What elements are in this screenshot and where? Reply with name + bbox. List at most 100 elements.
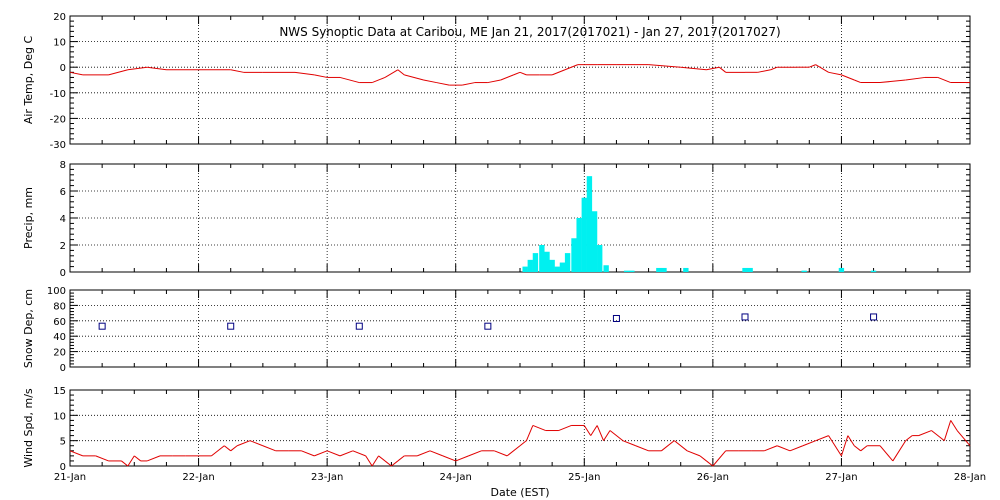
x-tick-label: 24-Jan [440,472,472,483]
snow-depth-point [484,322,492,330]
y-axis-title: Air Temp, Deg C [22,36,35,125]
line-segment [378,455,386,462]
y-tick-label: 40 [53,332,66,343]
panel-1: -30 -20 -10 0 10 20 Air Temp, Deg C [22,12,971,151]
precip-bar [656,267,662,272]
x-tick-label: 22-Jan [182,472,214,483]
y-axis-title: Snow Dep, cm [22,289,35,368]
line-segment [108,69,128,76]
precip-bar [801,270,807,272]
line-segment [294,71,315,76]
line-segment [339,76,360,84]
precip-bar [591,211,598,272]
line-segment [211,445,225,457]
line-segment [905,76,926,81]
y-tick-label: 20 [53,348,66,359]
line-segment [802,440,816,447]
line-segment [442,455,456,462]
precip-bar [597,245,603,272]
line-segment [455,455,469,462]
snow-depth-point [98,322,106,330]
snow-depth-point [741,313,749,321]
line-segment [564,64,579,71]
line-segment [840,435,849,457]
line-segment [147,66,167,71]
line-segment [462,82,476,86]
line-segment [416,450,431,457]
line-segment [918,430,932,437]
line-segment [551,69,566,76]
precip-bar [629,270,635,272]
line-segment [429,450,444,457]
precip-bar [586,176,593,272]
line-segment [815,64,829,73]
x-axis-title: Date (EST) [490,486,549,499]
precip-bar [624,270,630,272]
y-tick-label: 4 [60,214,66,225]
precip-bar [838,267,845,272]
line-segment [384,460,392,467]
line-segment [423,79,437,84]
precip-bar [683,267,689,272]
line-segment [339,450,354,457]
line-segment [943,420,952,441]
line-segment [519,440,527,447]
precip-bar [559,262,566,272]
panels-group: -30 -20 -10 0 10 20 Air Temp, Deg C 0 2 4 6 8 Precip… [22,12,971,473]
y-tick-label: 80 [53,301,66,312]
line-segment [854,79,861,84]
line-segment [706,66,720,71]
line-segment [121,460,129,467]
y-tick-label: 2 [60,241,66,252]
line-segment [494,450,508,457]
line-segment [133,455,142,462]
y-tick-label: 5 [60,437,66,448]
snow-depth-point [870,313,878,321]
precip-bar [581,197,587,272]
chart-title: NWS Synoptic Data at Caribou, ME Jan 21,… [279,25,780,39]
panel-3: 0 20 40 60 80 100 Snow Dep, cm [22,286,971,374]
line-segment [301,450,315,457]
line-segment [532,425,546,431]
y-tick-label: 0 [60,462,66,473]
line-segment [770,66,778,71]
x-tick-labels: 21-Jan 22-Jan 23-Jan 24-Jan 25-Jan 26-Jan 27-J… [54,472,986,483]
line-segment [828,71,842,76]
line-segment [590,425,598,436]
line-segment [223,445,232,452]
line-segment [487,79,501,84]
precip-bar [544,251,550,272]
x-tick-label: 27-Jan [825,472,857,483]
line-segment [860,445,868,452]
precip-bar [522,266,528,272]
precip-bar [554,266,560,272]
snow-depth-point [612,314,620,322]
line-segment [249,440,264,447]
line-segment [712,450,727,467]
line-segment [384,69,399,78]
line-segment [648,64,681,68]
precip-bar [549,259,555,272]
line-segment [764,445,778,452]
line-segment [127,66,148,71]
y-tick-label: -20 [50,114,66,125]
y-tick-label: 0 [60,363,66,374]
precip-bar [870,270,877,272]
line-segment [718,66,727,73]
y-tick-label: 15 [53,386,66,397]
line-segment [525,425,534,441]
precip-bar [661,267,667,272]
precip-bar [527,259,533,272]
precip-bar [603,265,609,272]
line-segment [69,450,84,457]
y-tick-label: 8 [60,160,66,171]
line-segment [956,430,971,447]
snow-depth-point [355,322,363,330]
y-axis-title: Wind Spd, m/s [22,388,35,468]
y-tick-label: 60 [53,317,66,328]
line-segment [314,450,328,457]
line-segment [230,69,244,73]
x-tick-label: 25-Jan [568,472,600,483]
line-segment [847,435,855,447]
line-segment [706,460,714,467]
